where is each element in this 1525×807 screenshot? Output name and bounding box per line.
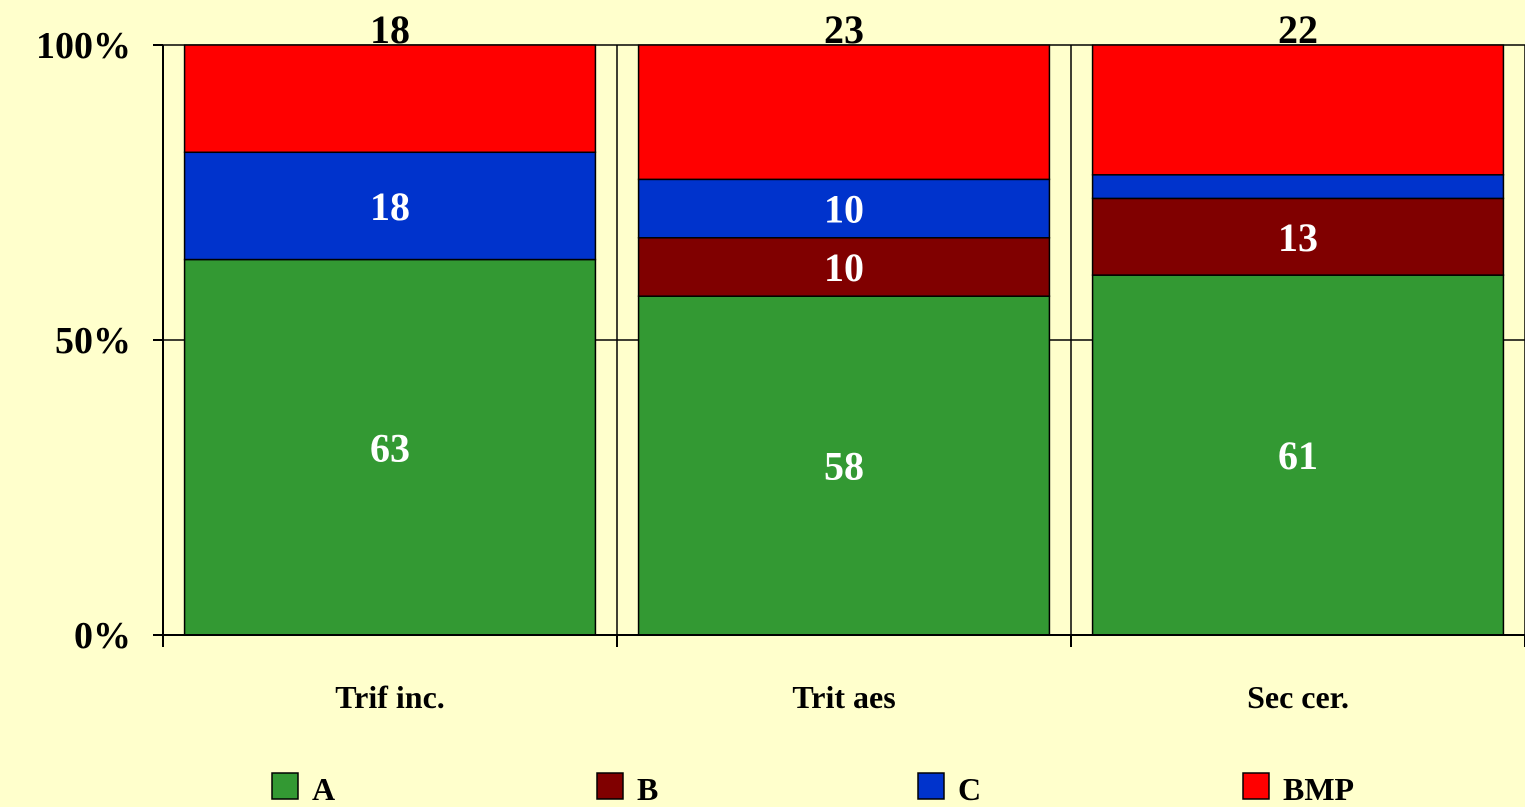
bars	[183, 44, 1505, 636]
legend-swatch-a	[271, 772, 299, 800]
bar-segment-a	[637, 295, 1051, 636]
legend-label: A	[312, 771, 335, 807]
y-tick-label: 50%	[55, 320, 131, 362]
data-label: 58	[824, 444, 864, 489]
x-tick-label: Trit aes	[792, 679, 895, 715]
bar-segment-b	[1091, 197, 1505, 276]
x-tick-label: Sec cer.	[1247, 679, 1349, 715]
data-label: 18	[370, 7, 410, 52]
y-tick-label: 100%	[36, 25, 131, 67]
bar-segment-a	[183, 258, 597, 636]
legend-swatch-bmp	[1242, 772, 1270, 800]
y-ticks: 0% 50% 100%	[36, 25, 1525, 657]
bar-segment-c	[183, 151, 597, 261]
x-tick-label: Trif inc.	[335, 679, 445, 715]
bar-segment-bmp	[637, 44, 1051, 181]
data-label: 10	[824, 245, 864, 290]
legend-swatch-b	[596, 772, 624, 800]
data-label: 61	[1278, 433, 1318, 478]
data-label: 13	[1278, 215, 1318, 260]
bar-segment-a	[1091, 274, 1505, 636]
legend-label: C	[958, 771, 981, 807]
legend-label: BMP	[1283, 771, 1354, 807]
segment-labels: 63 18 18 58 10 10 23 61 13 22	[370, 7, 1318, 489]
y-tick-label: 0%	[74, 615, 131, 657]
data-label: 63	[370, 425, 410, 470]
legend-swatch-c	[917, 772, 945, 800]
category-labels: Trif inc. Trit aes Sec cer.	[335, 679, 1349, 715]
data-label: 22	[1278, 7, 1318, 52]
bar-segment-bmp	[183, 44, 597, 154]
data-label: 23	[824, 7, 864, 52]
bar-segment-bmp	[1091, 44, 1505, 176]
legend-label: B	[637, 771, 658, 807]
legend: A B C BMP	[271, 771, 1354, 807]
bar-segment-c	[637, 178, 1051, 239]
data-label: 10	[824, 187, 864, 232]
data-label: 18	[370, 184, 410, 229]
bar-segment-c	[1091, 174, 1505, 200]
